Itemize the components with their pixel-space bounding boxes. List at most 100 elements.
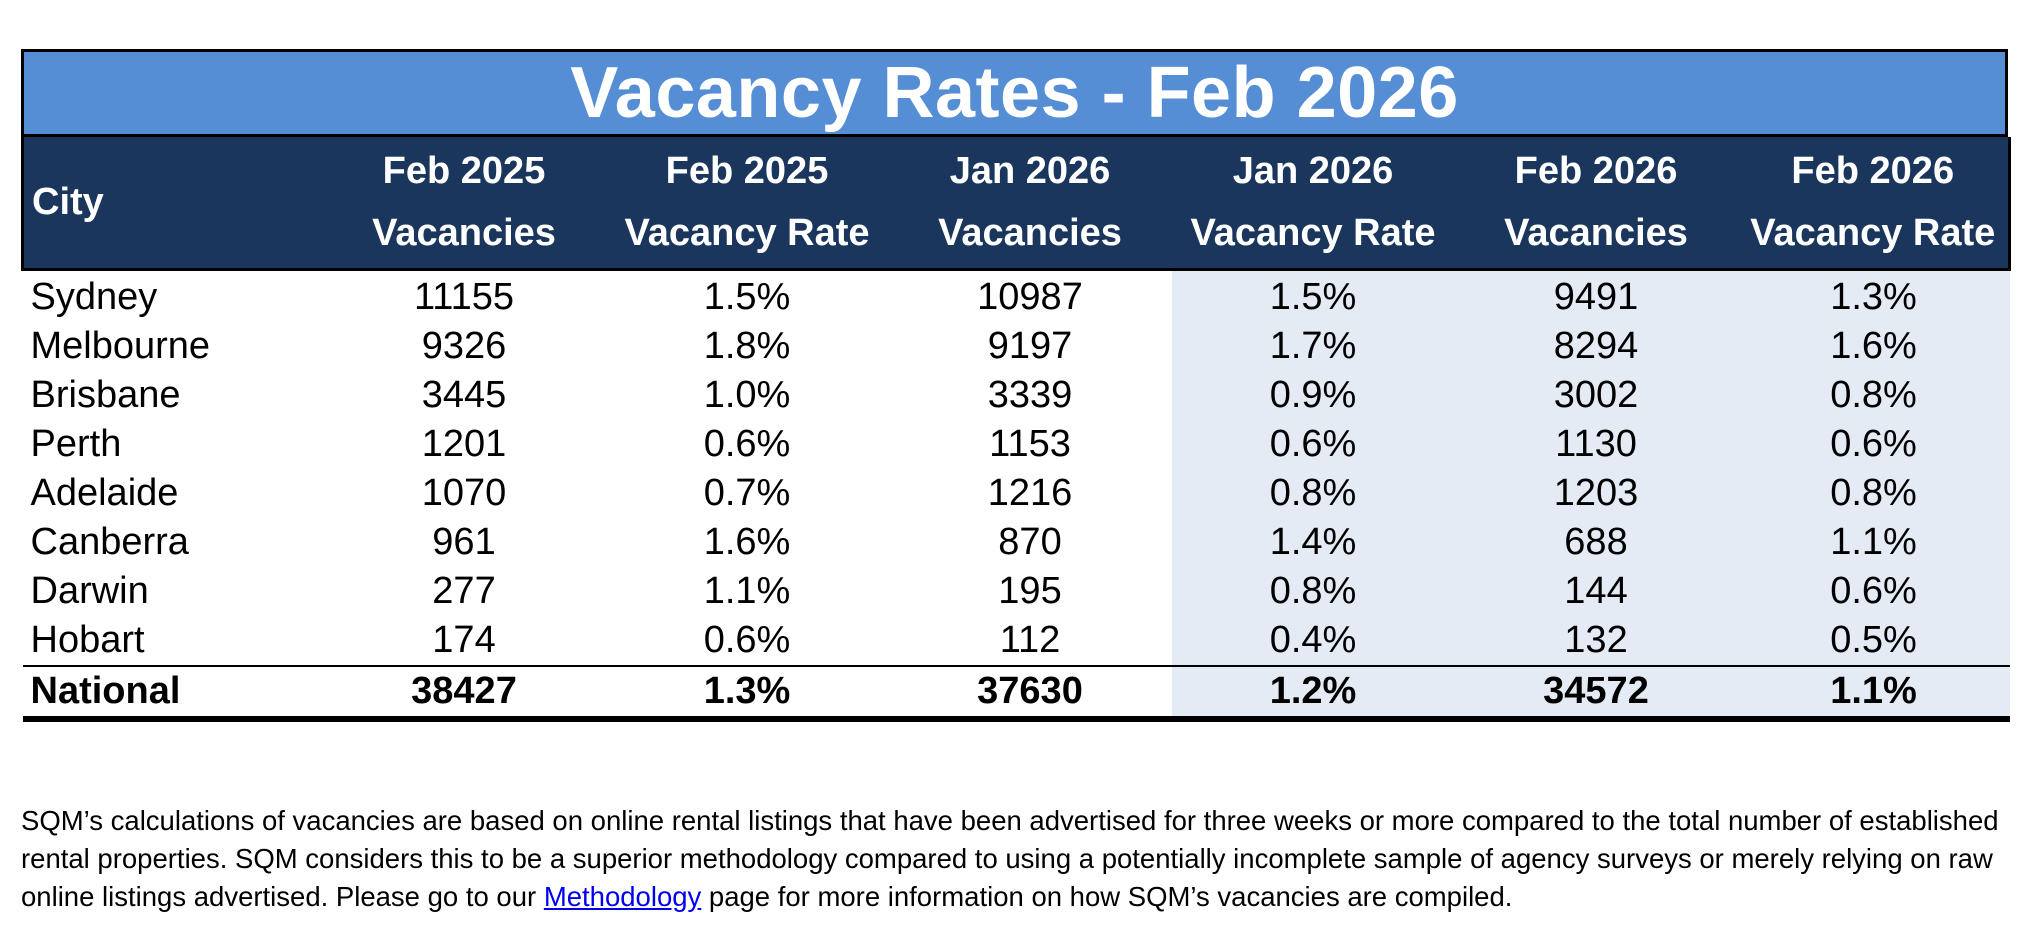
data-cell: 1.1% (1737, 664, 2010, 722)
column-header-label: City (32, 181, 104, 224)
city-cell: Melbourne (30, 324, 211, 367)
city-cell: Brisbane (30, 373, 181, 416)
city-cell: National (22, 664, 323, 722)
national-total-row: National 38427 1.3% 37630 1.2% 34572 1.1… (22, 664, 2010, 722)
header-row: City Feb 2025 Vacancies Feb 2025 Vacancy… (21, 137, 2011, 271)
data-cell: 9491 (1454, 269, 1738, 322)
data-cell: 11155 (413, 275, 515, 318)
table-row: Darwin 277 1.1% 195 0.8% 144 0.6% (23, 566, 2010, 616)
column-header-line1: Jan 2026 (949, 150, 1111, 193)
data-cell: 3339 (987, 373, 1073, 416)
data-cell: 1.1% (1737, 517, 2010, 567)
data-cell: 38427 (322, 664, 606, 722)
vacancy-table: City Feb 2025 Vacancies Feb 2025 Vacancy… (21, 137, 2011, 722)
table-row: Perth 1201 0.6% 1153 0.6% 1130 0.6% (23, 419, 2010, 469)
data-cell: 1.1% (703, 569, 791, 612)
column-header-line1: Jan 2026 (1232, 150, 1394, 193)
table-row: Sydney 11155 1.5% 10987 1.5% 9491 1.3% (23, 269, 2010, 322)
column-header-line1: Feb 2025 (665, 150, 829, 193)
data-cell: 174 (432, 618, 496, 661)
footnote-text-before: SQM’s calculations of vacancies are base… (21, 805, 1999, 912)
data-cell: 1153 (989, 422, 1071, 465)
data-cell: 0.8% (1171, 468, 1455, 518)
data-cell: 132 (1454, 615, 1738, 666)
data-cell: 1070 (421, 471, 507, 514)
column-header-line2: Vacancies (938, 212, 1122, 255)
data-cell: 1.5% (1171, 269, 1455, 322)
data-cell: 144 (1454, 566, 1738, 616)
data-cell: 34572 (1454, 664, 1738, 722)
data-cell: 112 (999, 618, 1061, 661)
column-header-line2: Vacancy Rate (1190, 212, 1436, 255)
data-cell: 1.0% (703, 373, 791, 416)
data-cell: 1203 (1454, 468, 1738, 518)
data-cell: 0.4% (1171, 615, 1455, 666)
data-cell: 0.8% (1737, 468, 2010, 518)
column-header-line2: Vacancy Rate (1750, 212, 1996, 255)
data-cell: 0.7% (703, 471, 791, 514)
data-cell: 1.8% (703, 324, 791, 367)
data-cell: 0.6% (1171, 419, 1455, 469)
data-cell: 688 (1454, 517, 1738, 567)
data-cell: 195 (998, 569, 1062, 612)
column-header-line2: Vacancies (372, 212, 556, 255)
table-row: Brisbane 3445 1.0% 3339 0.9% 3002 0.8% (23, 370, 2010, 420)
column-header-city: City (21, 137, 323, 271)
data-cell: 1130 (1454, 419, 1738, 469)
column-header-line2: Vacancy Rate (624, 212, 870, 255)
data-cell: 1.3% (1737, 269, 2010, 322)
city-cell: Canberra (30, 520, 189, 563)
data-cell: 0.6% (703, 422, 791, 465)
data-cell: 9197 (987, 324, 1073, 367)
city-cell: Darwin (30, 569, 149, 612)
column-header-jan2026-rate: Jan 2026 Vacancy Rate (1171, 137, 1455, 271)
data-cell: 277 (432, 569, 496, 612)
data-cell: 1.2% (1171, 664, 1455, 722)
data-cell: 0.6% (1737, 419, 2010, 469)
data-cell: 3445 (421, 373, 507, 416)
data-cell: 37630 (888, 664, 1172, 722)
column-header-line1: Feb 2025 (382, 150, 546, 193)
table-row: Canberra 961 1.6% 870 1.4% 688 1.1% (23, 517, 2010, 567)
data-cell: 961 (432, 520, 496, 563)
column-header-line2: Vacancies (1504, 212, 1688, 255)
data-cell: 0.8% (1171, 566, 1455, 616)
data-cell: 0.5% (1737, 615, 2010, 666)
data-cell: 8294 (1454, 321, 1738, 371)
data-cell: 1.4% (1171, 517, 1455, 567)
data-cell: 1.6% (1737, 321, 2010, 371)
data-cell: 0.6% (1737, 566, 2010, 616)
column-header-feb2025-rate: Feb 2025 Vacancy Rate (605, 137, 889, 271)
table-row: Hobart 174 0.6% 112 0.4% 132 0.5% (23, 615, 2010, 666)
data-cell: 870 (998, 520, 1062, 563)
data-cell: 1.6% (703, 520, 791, 563)
vacancy-table-container: Vacancy Rates - Feb 2026 City Feb 2025 V… (21, 49, 2011, 722)
data-cell: 10987 (977, 275, 1083, 318)
city-cell: Hobart (30, 618, 145, 661)
data-cell: 0.9% (1171, 370, 1455, 420)
column-header-feb2025-vacancies: Feb 2025 Vacancies (322, 137, 606, 271)
column-header-feb2026-rate: Feb 2026 Vacancy Rate (1737, 137, 2011, 271)
city-cell: Perth (30, 422, 122, 465)
methodology-link[interactable]: Methodology (543, 881, 702, 912)
footnote-text-after: page for more information on how SQM’s v… (701, 881, 1513, 912)
city-cell: Sydney (30, 275, 158, 318)
column-header-feb2026-vacancies: Feb 2026 Vacancies (1454, 137, 1738, 271)
column-header-line1: Feb 2026 (1791, 150, 1955, 193)
data-cell: 1.7% (1171, 321, 1455, 371)
table-row: Adelaide 1070 0.7% 1216 0.8% 1203 0.8% (23, 468, 2010, 518)
data-cell: 1216 (987, 471, 1073, 514)
column-header-line1: Feb 2026 (1514, 150, 1678, 193)
data-cell: 0.6% (703, 618, 791, 661)
data-cell: 0.8% (1737, 370, 2010, 420)
data-cell: 9326 (421, 324, 507, 367)
table-row: Melbourne 9326 1.8% 9197 1.7% 8294 1.6% (23, 321, 2010, 371)
city-cell: Adelaide (30, 471, 179, 514)
data-cell: 1.5% (703, 275, 791, 318)
table-title: Vacancy Rates - Feb 2026 (21, 49, 2008, 137)
data-cell: 3002 (1454, 370, 1738, 420)
methodology-footnote: SQM’s calculations of vacancies are base… (21, 802, 2011, 916)
data-cell: 1201 (421, 422, 507, 465)
column-header-jan2026-vacancies: Jan 2026 Vacancies (888, 137, 1172, 271)
data-cell: 1.3% (605, 664, 889, 722)
